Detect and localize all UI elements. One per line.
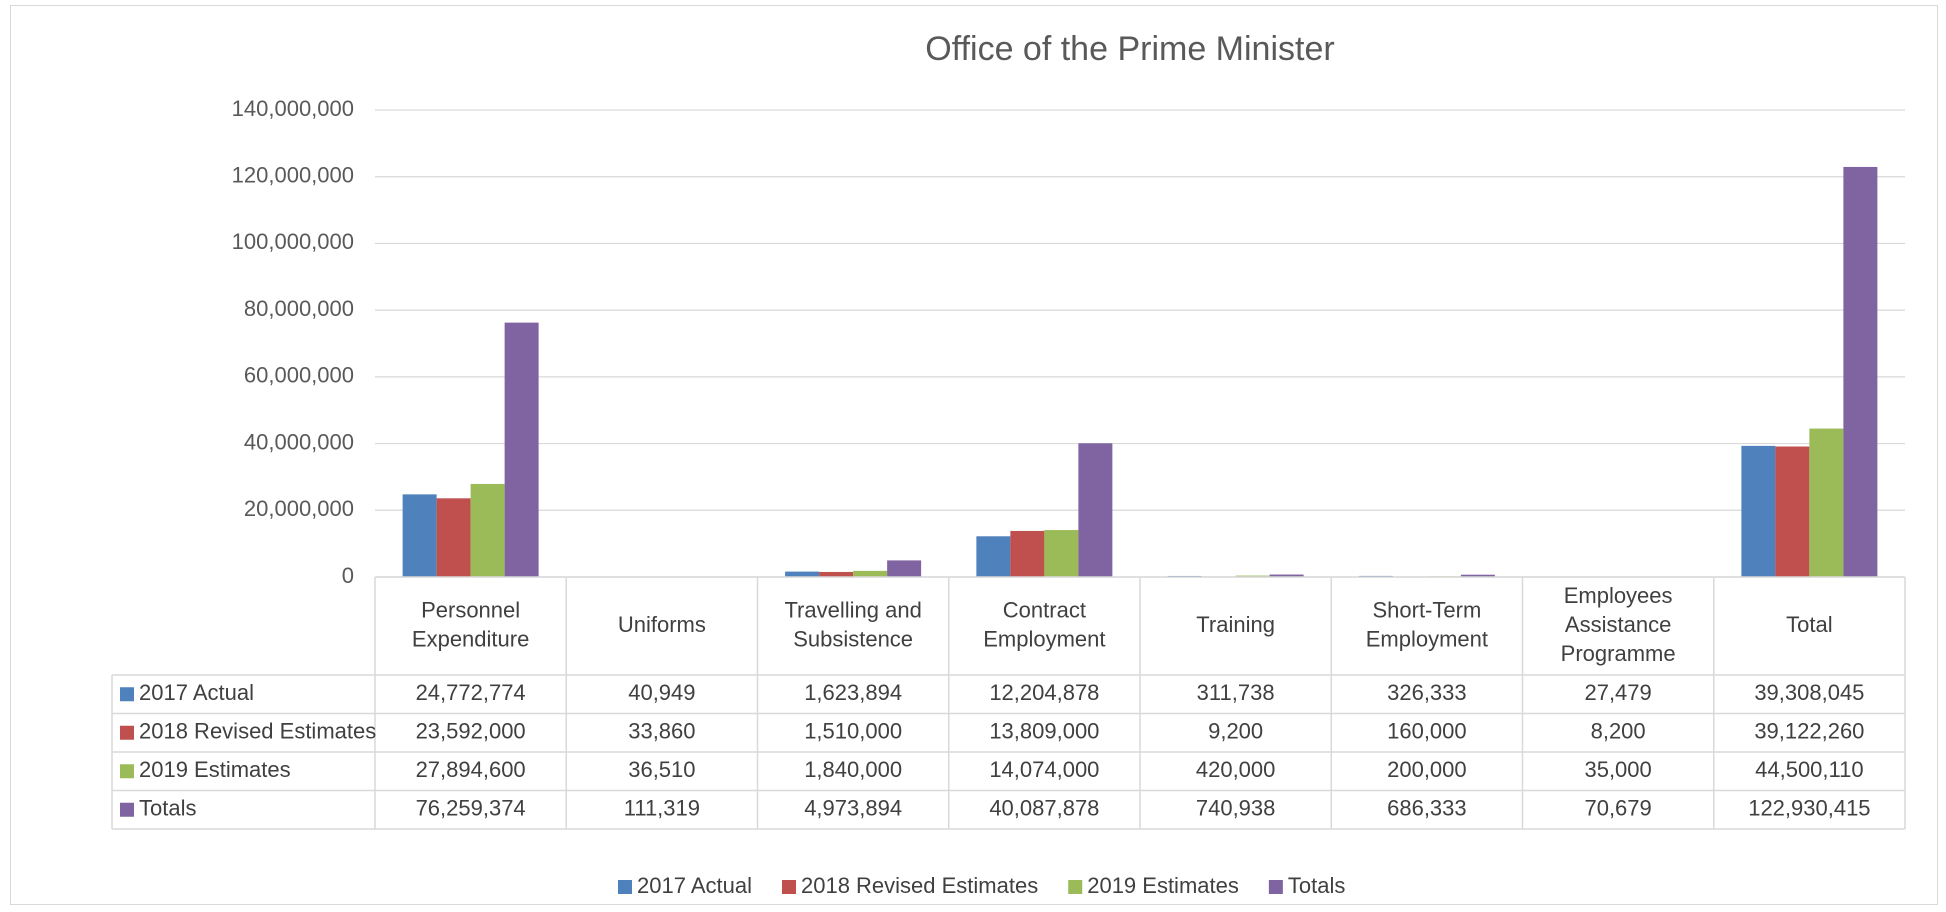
legend-swatch [1268,880,1283,894]
bar [504,322,539,577]
series-row-label: 2017 Actual [139,680,254,705]
data-label: 35,000 [1584,757,1651,782]
data-label: 24,772,774 [416,680,526,705]
series-row-label: Totals [139,796,196,821]
bar [1809,428,1844,577]
category-label: Expenditure [412,626,529,651]
bar [436,498,471,577]
chart-title: Office of the Prime Minister [925,30,1334,68]
bar [402,494,437,577]
bar [887,560,922,577]
bar [853,570,888,577]
category-label: Short-Term [1372,597,1481,622]
data-label: 1,840,000 [804,757,902,782]
category-label: Personnel [421,597,520,622]
category-label: Subsistence [793,626,913,651]
legend-swatch [1068,880,1083,894]
data-label: 33,860 [628,719,695,744]
data-label: 39,308,045 [1754,680,1864,705]
series-key-swatch [120,764,134,779]
category-label: Employment [1366,626,1488,651]
data-label: 686,333 [1387,796,1467,821]
bar [785,571,820,577]
chart-svg: Office of the Prime Minister 0 20,000,000 4… [111,30,1906,898]
bar [1741,445,1776,577]
y-tick-label: 60,000,000 [244,363,354,388]
legend-entry: Totals [1288,873,1345,898]
category-label: Uniforms [618,612,706,637]
data-label: 160,000 [1387,719,1467,744]
data-label: 12,204,878 [989,680,1099,705]
series-key-swatch [120,802,134,817]
data-label: 740,938 [1196,796,1276,821]
data-label: 27,894,600 [416,757,526,782]
series-row-label: 2019 Estimates [139,757,291,782]
category-label: Programme [1561,641,1676,666]
bar [976,536,1011,577]
data-label: 27,479 [1584,680,1651,705]
bar [470,483,505,577]
data-label: 13,809,000 [989,719,1099,744]
data-label: 420,000 [1196,757,1276,782]
data-label: 44,500,110 [1755,757,1863,782]
bar [819,571,854,577]
data-label: 1,510,000 [804,719,902,744]
data-label: 40,949 [628,680,695,705]
legend-entry: 2018 Revised Estimates [801,873,1038,898]
y-tick-label: 100,000,000 [232,229,354,254]
data-label: 311,738 [1197,680,1275,705]
data-label: 14,074,000 [989,757,1099,782]
bar [1775,446,1810,577]
series-row-label: 2018 Revised Estimates [139,719,376,744]
y-tick-label: 120,000,000 [232,163,354,188]
series-key-swatch [120,725,134,740]
bar [1460,574,1495,577]
y-tick-label: 40,000,000 [244,429,354,454]
data-label: 40,087,878 [989,796,1099,821]
data-label: 326,333 [1387,680,1467,705]
bar [1843,166,1878,577]
y-tick-label: 80,000,000 [244,296,354,321]
bar [1078,443,1113,577]
legend-entry: 2017 Actual [637,873,752,898]
bar [1269,574,1304,577]
y-tick-label: 0 [342,563,354,588]
data-label: 9,200 [1208,719,1263,744]
data-label: 23,592,000 [416,719,526,744]
category-label: Total [1786,612,1832,637]
category-label: Training [1196,612,1275,637]
bar [1010,530,1045,577]
bar [1044,530,1079,577]
legend-entry: 2019 Estimates [1087,873,1239,898]
data-label: 70,679 [1584,796,1651,821]
data-label: 111,319 [624,796,700,821]
data-label: 4,973,894 [804,796,902,821]
category-label: Travelling and [784,597,921,622]
series-key-swatch [120,687,134,702]
y-tick-label: 140,000,000 [232,96,354,121]
data-label: 8,200 [1591,719,1646,744]
y-tick-label: 20,000,000 [244,496,354,521]
chart-frame: Office of the Prime Minister 0 20,000,000 4… [10,5,1938,905]
data-label: 36,510 [628,757,695,782]
legend-swatch [781,880,796,894]
category-label: Employees [1564,583,1673,608]
data-label: 39,122,260 [1754,719,1864,744]
category-label: Contract [1003,597,1086,622]
category-label: Employment [983,626,1105,651]
data-label: 122,930,415 [1748,796,1870,821]
data-label: 76,259,374 [416,796,526,821]
data-label: 200,000 [1387,757,1467,782]
category-label: Assistance [1565,612,1671,637]
legend-swatch [618,880,632,894]
data-label: 1,623,894 [804,680,902,705]
